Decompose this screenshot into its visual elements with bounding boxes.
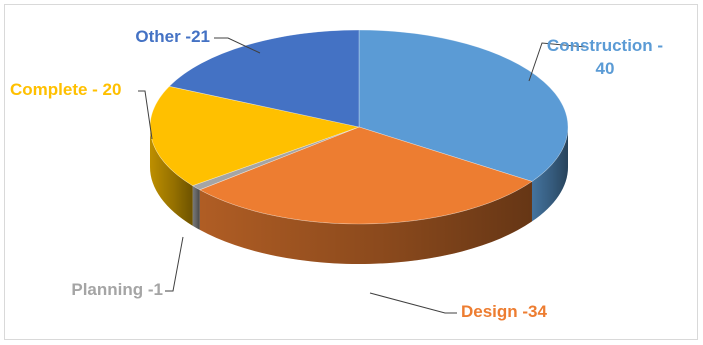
pie-side-shade-construction bbox=[531, 127, 568, 222]
leader-line-other bbox=[214, 37, 261, 54]
chart-area: Construction -40 Design -34 Planning -1 Com… bbox=[4, 4, 698, 340]
data-label-complete: Complete - 20 bbox=[10, 80, 121, 99]
data-label-design: Design -34 bbox=[461, 302, 548, 321]
pie-slice-design bbox=[199, 126, 533, 225]
pie-slice-construction bbox=[358, 29, 569, 182]
pie-chart: Construction -40 Design -34 Planning -1 Com… bbox=[10, 27, 663, 321]
pie-side-shade-complete bbox=[150, 127, 193, 226]
data-labels: Construction -40 Design -34 Planning -1 Com… bbox=[10, 27, 663, 321]
data-label-other: Other -21 bbox=[135, 27, 210, 46]
leader-line-planning bbox=[165, 236, 184, 292]
leader-lines bbox=[138, 37, 586, 314]
leader-line-design bbox=[369, 292, 457, 314]
pie-sides bbox=[150, 127, 568, 264]
pie-side-shade-planning bbox=[192, 185, 200, 230]
leader-line-construction bbox=[528, 42, 586, 82]
leader-line-complete bbox=[138, 90, 153, 140]
data-label-planning: Planning -1 bbox=[71, 280, 163, 299]
data-label-construction: Construction -40 bbox=[547, 36, 663, 78]
pie-side-shade-design bbox=[199, 181, 532, 264]
pie-slices bbox=[149, 29, 569, 225]
pie-slice-other bbox=[168, 29, 360, 128]
